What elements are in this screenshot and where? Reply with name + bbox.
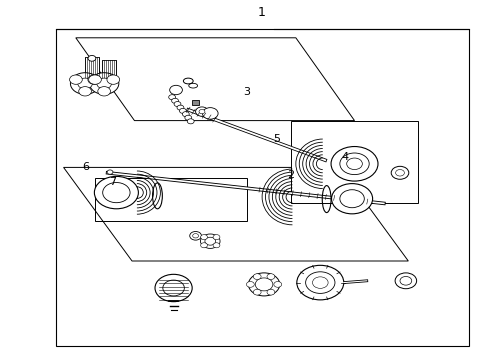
Circle shape [94, 176, 138, 209]
Circle shape [102, 183, 130, 203]
Circle shape [187, 119, 194, 124]
Circle shape [88, 75, 101, 84]
Circle shape [195, 107, 208, 116]
Polygon shape [63, 167, 407, 261]
Circle shape [312, 277, 327, 288]
Circle shape [248, 273, 279, 296]
Circle shape [107, 170, 113, 174]
Circle shape [213, 243, 220, 248]
Text: 2: 2 [287, 170, 294, 180]
Circle shape [339, 153, 368, 175]
Circle shape [69, 75, 82, 84]
Text: 1: 1 [257, 6, 265, 19]
Circle shape [394, 273, 416, 289]
Bar [56, 29, 468, 346]
FancyBboxPatch shape [85, 57, 99, 78]
Circle shape [79, 87, 91, 96]
Circle shape [155, 274, 192, 302]
Circle shape [330, 147, 377, 181]
Circle shape [305, 272, 334, 293]
Circle shape [88, 55, 96, 61]
Circle shape [177, 105, 183, 110]
Circle shape [213, 235, 220, 240]
Circle shape [174, 102, 181, 107]
Circle shape [98, 87, 110, 96]
Circle shape [163, 280, 184, 296]
Circle shape [200, 243, 207, 248]
Circle shape [200, 234, 220, 248]
Circle shape [253, 274, 261, 279]
Circle shape [189, 231, 201, 240]
FancyBboxPatch shape [102, 59, 116, 83]
Circle shape [182, 112, 189, 117]
Text: 4: 4 [341, 152, 347, 162]
Circle shape [184, 115, 191, 120]
Circle shape [179, 108, 186, 113]
Circle shape [246, 282, 254, 287]
Circle shape [70, 73, 100, 94]
Polygon shape [76, 38, 354, 121]
Circle shape [97, 78, 111, 89]
Circle shape [204, 237, 215, 245]
Circle shape [296, 265, 343, 300]
Circle shape [199, 109, 204, 114]
Circle shape [273, 282, 281, 287]
Circle shape [253, 289, 261, 295]
Circle shape [399, 276, 411, 285]
Circle shape [107, 75, 120, 84]
Circle shape [255, 278, 272, 291]
Bar [192, 100, 199, 105]
Circle shape [78, 78, 92, 89]
Circle shape [266, 274, 274, 279]
Circle shape [192, 234, 198, 238]
Circle shape [390, 166, 408, 179]
Circle shape [346, 158, 362, 170]
Circle shape [202, 108, 218, 119]
Circle shape [89, 73, 119, 94]
Text: 6: 6 [82, 162, 89, 172]
Circle shape [395, 170, 404, 176]
Circle shape [169, 85, 182, 95]
Text: 5: 5 [272, 134, 279, 144]
Circle shape [266, 289, 274, 295]
Circle shape [171, 98, 178, 103]
Text: 3: 3 [243, 87, 250, 97]
Text: 7: 7 [109, 177, 116, 187]
Polygon shape [290, 121, 417, 203]
Circle shape [88, 75, 101, 84]
Circle shape [331, 184, 372, 214]
Circle shape [339, 190, 364, 208]
Circle shape [168, 95, 175, 100]
Circle shape [200, 235, 207, 240]
